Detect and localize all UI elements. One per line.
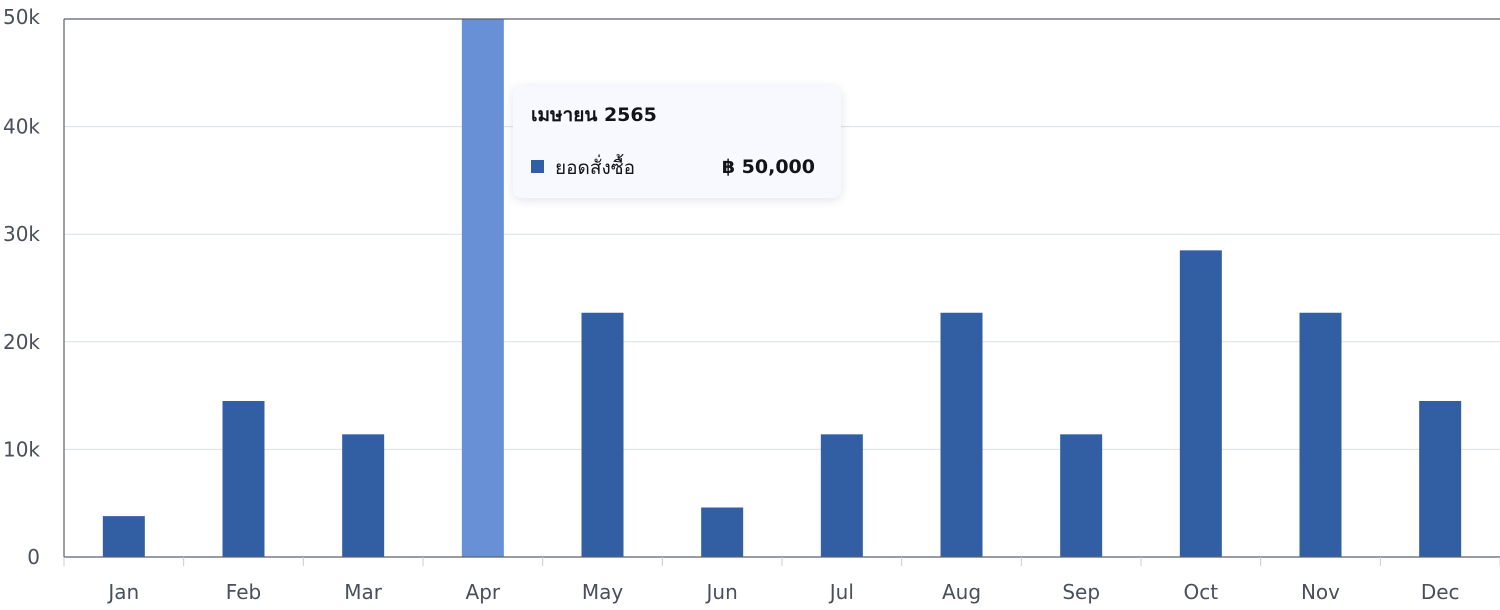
x-tick-label: May — [582, 580, 624, 604]
bar-oct[interactable] — [1179, 250, 1222, 557]
x-tick-label: Dec — [1421, 580, 1460, 604]
bar-aug[interactable] — [940, 312, 983, 557]
y-tick-label: 40k — [3, 115, 40, 139]
x-tick-label: Jan — [106, 580, 139, 604]
x-tick-label: Jul — [828, 580, 854, 604]
x-tick-label: Sep — [1062, 580, 1100, 604]
tooltip-title: เมษายน 2565 — [531, 104, 657, 126]
tooltip-series-swatch — [531, 160, 544, 173]
x-tick-label: Nov — [1301, 580, 1340, 604]
tooltip-value: ฿ 50,000 — [721, 156, 815, 178]
x-tick-label: Feb — [226, 580, 261, 604]
bar-jan[interactable] — [102, 516, 145, 557]
chart-tooltip: เมษายน 2565 ยอดสั่งซื้อ ฿ 50,000 — [513, 86, 841, 198]
bar-jul[interactable] — [820, 434, 863, 557]
bar-may[interactable] — [581, 312, 624, 557]
x-tick-label: Aug — [942, 580, 981, 604]
bar-feb[interactable] — [222, 400, 265, 557]
bar-dec[interactable] — [1419, 400, 1462, 557]
y-axis-tick-labels: 0 10k 20k 30k 40k 50k — [3, 5, 40, 569]
y-tick-label: 0 — [27, 545, 40, 569]
tooltip-series-label: ยอดสั่งซื้อ — [555, 157, 636, 179]
bar-mar[interactable] — [342, 434, 385, 557]
bar-apr[interactable] — [461, 19, 504, 557]
y-tick-label: 10k — [3, 437, 40, 461]
x-tick-label: Oct — [1184, 580, 1219, 604]
bar-nov[interactable] — [1299, 312, 1342, 557]
bar-sep[interactable] — [1060, 434, 1103, 557]
x-axis-tick-labels: Jan Feb Mar Apr May Jun Jul Aug Sep Oct Nov Dec — [106, 580, 1459, 604]
axes — [63, 18, 1500, 566]
y-tick-label: 50k — [3, 5, 40, 29]
x-tick-label: Mar — [344, 580, 383, 604]
y-tick-label: 20k — [3, 330, 40, 354]
grid-lines — [64, 18, 1500, 450]
x-tick-label: Apr — [466, 580, 501, 604]
x-tick-label: Jun — [705, 580, 738, 604]
bars — [102, 19, 1462, 557]
bar-jun[interactable] — [701, 507, 744, 557]
y-tick-label: 30k — [3, 222, 40, 246]
